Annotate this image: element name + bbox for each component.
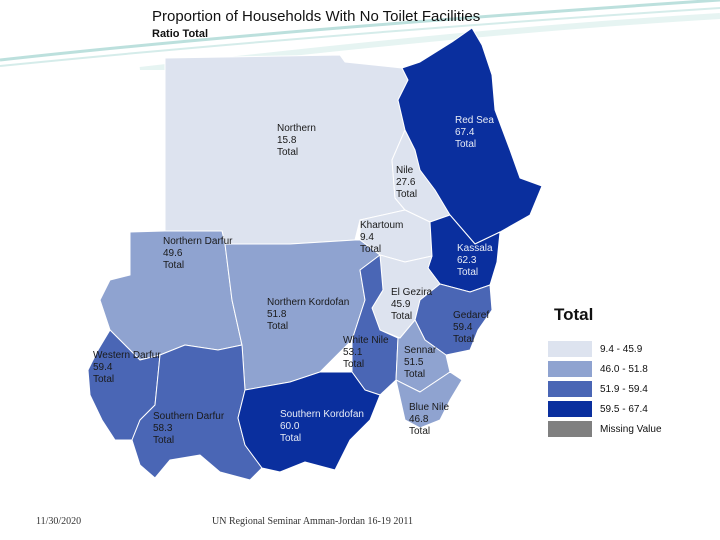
state-unit: Total: [409, 426, 431, 437]
state-unit: Total: [360, 244, 382, 255]
state-value: 60.0: [280, 421, 300, 432]
state-label-nile: Nile 27.6 Total: [396, 165, 417, 201]
state-value: 9.4: [360, 232, 374, 243]
state-name: Gedaref: [453, 310, 490, 321]
state-label-kassala: Kassala 62.3 Total: [457, 243, 493, 279]
state-value: 58.3: [153, 423, 173, 434]
legend-item: Missing Value: [548, 419, 678, 439]
state-name: Blue Nile: [409, 402, 450, 413]
legend-label: 9.4 - 45.9: [600, 343, 643, 355]
state-region: [237, 371, 381, 473]
map-title: Proportion of Households With No Toilet …: [152, 8, 481, 25]
legend-title: Total: [554, 305, 594, 324]
state-value: 62.3: [457, 255, 477, 266]
state-name: Northern Kordofan: [267, 297, 350, 308]
state-unit: Total: [277, 147, 299, 158]
legend-swatch: [548, 401, 592, 417]
state-value: 51.8: [267, 309, 287, 320]
legend-rows: 9.4 - 45.9 46.0 - 51.8 51.9 - 59.4 59.5 - 6…: [548, 339, 678, 439]
state-region: [414, 283, 493, 356]
state-value: 27.6: [396, 177, 416, 188]
state-value: 49.6: [163, 248, 183, 259]
state-value: 46.8: [409, 414, 429, 425]
state-label-el-gezira: El Gezira 45.9 Total: [391, 287, 432, 323]
legend: Total 9.4 - 45.9 46.0 - 51.8 51.9 - 59.4 59…: [548, 305, 678, 439]
state-name: Nile: [396, 165, 414, 176]
state-label-northern-darfur: Northern Darfur 49.6 Total: [163, 236, 232, 272]
state-label-southern-kordofan: Southern Kordofan 60.0 Total: [280, 409, 364, 445]
state-unit: Total: [163, 260, 185, 271]
state-label-sennar: Sennar 51.5 Total: [404, 345, 436, 381]
legend-swatch: [548, 381, 592, 397]
state-name: El Gezira: [391, 287, 433, 298]
legend-swatch: [548, 341, 592, 357]
state-label-western-darfur: Western Darfur 59.4 Total: [93, 350, 161, 386]
state-unit: Total: [457, 267, 479, 278]
state-unit: Total: [153, 435, 175, 446]
legend-label: Missing Value: [600, 423, 662, 435]
state-name: Northern: [277, 123, 316, 134]
state-value: 59.4: [93, 362, 113, 373]
state-unit: Total: [455, 139, 477, 150]
state-unit: Total: [391, 311, 413, 322]
legend-label: 46.0 - 51.8: [600, 363, 648, 375]
state-name: Khartoum: [360, 220, 404, 231]
map-subtitle: Ratio Total: [152, 28, 209, 40]
state-name: Sennar: [404, 345, 437, 356]
state-name: Kassala: [457, 243, 493, 254]
legend-item: 46.0 - 51.8: [548, 359, 678, 379]
state-name: Southern Darfur: [153, 411, 225, 422]
state-name: Northern Darfur: [163, 236, 233, 247]
state-value: 15.8: [277, 135, 297, 146]
state-name: Southern Kordofan: [280, 409, 364, 420]
state-unit: Total: [404, 369, 426, 380]
state-name: Western Darfur: [93, 350, 161, 361]
state-unit: Total: [280, 433, 302, 444]
state-unit: Total: [267, 321, 289, 332]
state-value: 59.4: [453, 322, 473, 333]
state-region: [397, 27, 543, 245]
state-label-red-sea: Red Sea 67.4 Total: [455, 115, 494, 151]
state-label-northern-kordofan: Northern Kordofan 51.8 Total: [267, 297, 349, 333]
legend-swatch: [548, 361, 592, 377]
state-unit: Total: [396, 189, 418, 200]
state-region: [395, 371, 463, 429]
state-value: 51.5: [404, 357, 424, 368]
state-value: 53.1: [343, 347, 363, 358]
legend-label: 59.5 - 67.4: [600, 403, 648, 415]
state-name: White Nile: [343, 335, 389, 346]
legend-item: 59.5 - 67.4: [548, 399, 678, 419]
state-label-khartoum: Khartoum 9.4 Total: [360, 220, 403, 256]
legend-swatch: [548, 421, 592, 437]
footer-date: 11/30/2020: [36, 516, 82, 527]
state-value: 45.9: [391, 299, 411, 310]
state-region: [87, 329, 161, 441]
state-value: 67.4: [455, 127, 475, 138]
state-unit: Total: [93, 374, 115, 385]
legend-item: 51.9 - 59.4: [548, 379, 678, 399]
state-unit: Total: [343, 359, 365, 370]
state-unit: Total: [453, 334, 475, 345]
state-label-white-nile: White Nile 53.1 Total: [343, 335, 389, 371]
state-label-northern: Northern 15.8 Total: [277, 123, 316, 159]
footer-event: UN Regional Seminar Amman-Jordan 16-19 2…: [212, 516, 413, 527]
state-label-southern-darfur: Southern Darfur 58.3 Total: [153, 411, 224, 447]
legend-item: 9.4 - 45.9: [548, 339, 678, 359]
state-region: [131, 344, 263, 481]
state-name: Red Sea: [455, 115, 494, 126]
legend-label: 51.9 - 59.4: [600, 383, 648, 395]
state-label-gedaref: Gedaref 59.4 Total: [453, 310, 489, 346]
state-label-blue-nile: Blue Nile 46.8 Total: [409, 402, 449, 438]
